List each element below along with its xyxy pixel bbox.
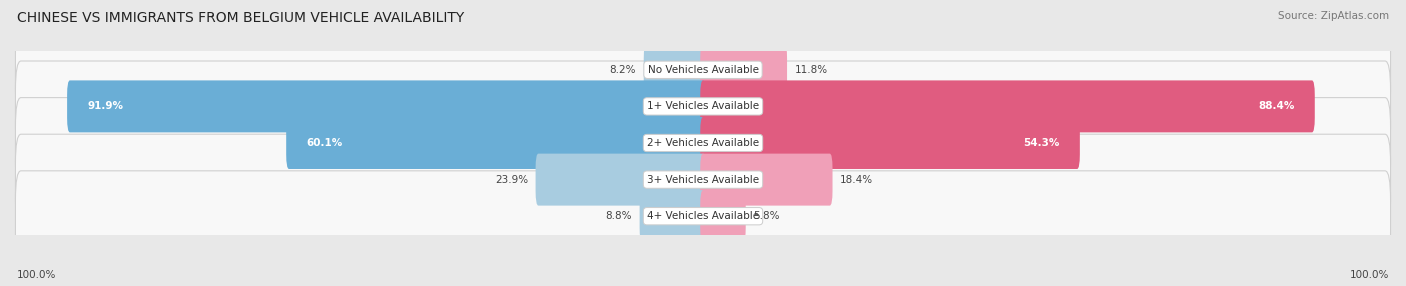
FancyBboxPatch shape <box>700 190 745 242</box>
FancyBboxPatch shape <box>15 171 1391 262</box>
Text: 54.3%: 54.3% <box>1024 138 1060 148</box>
Text: 5.8%: 5.8% <box>754 211 780 221</box>
Text: 8.8%: 8.8% <box>606 211 633 221</box>
Text: 3+ Vehicles Available: 3+ Vehicles Available <box>647 175 759 184</box>
Text: 23.9%: 23.9% <box>495 175 529 184</box>
FancyBboxPatch shape <box>287 117 706 169</box>
Text: 100.0%: 100.0% <box>1350 270 1389 280</box>
FancyBboxPatch shape <box>700 117 1080 169</box>
FancyBboxPatch shape <box>700 80 1315 132</box>
Text: 100.0%: 100.0% <box>17 270 56 280</box>
Text: 4+ Vehicles Available: 4+ Vehicles Available <box>647 211 759 221</box>
FancyBboxPatch shape <box>644 44 706 96</box>
FancyBboxPatch shape <box>15 134 1391 225</box>
FancyBboxPatch shape <box>536 154 706 206</box>
FancyBboxPatch shape <box>700 154 832 206</box>
FancyBboxPatch shape <box>15 61 1391 152</box>
Text: CHINESE VS IMMIGRANTS FROM BELGIUM VEHICLE AVAILABILITY: CHINESE VS IMMIGRANTS FROM BELGIUM VEHIC… <box>17 11 464 25</box>
FancyBboxPatch shape <box>640 190 706 242</box>
Text: 91.9%: 91.9% <box>87 102 124 111</box>
Text: 88.4%: 88.4% <box>1258 102 1295 111</box>
Text: 60.1%: 60.1% <box>307 138 343 148</box>
Text: Source: ZipAtlas.com: Source: ZipAtlas.com <box>1278 11 1389 21</box>
Text: 8.2%: 8.2% <box>610 65 636 75</box>
Text: 18.4%: 18.4% <box>841 175 873 184</box>
FancyBboxPatch shape <box>15 24 1391 115</box>
Text: 11.8%: 11.8% <box>794 65 828 75</box>
FancyBboxPatch shape <box>15 98 1391 188</box>
FancyBboxPatch shape <box>700 44 787 96</box>
FancyBboxPatch shape <box>67 80 706 132</box>
Text: No Vehicles Available: No Vehicles Available <box>648 65 758 75</box>
Text: 1+ Vehicles Available: 1+ Vehicles Available <box>647 102 759 111</box>
Text: 2+ Vehicles Available: 2+ Vehicles Available <box>647 138 759 148</box>
